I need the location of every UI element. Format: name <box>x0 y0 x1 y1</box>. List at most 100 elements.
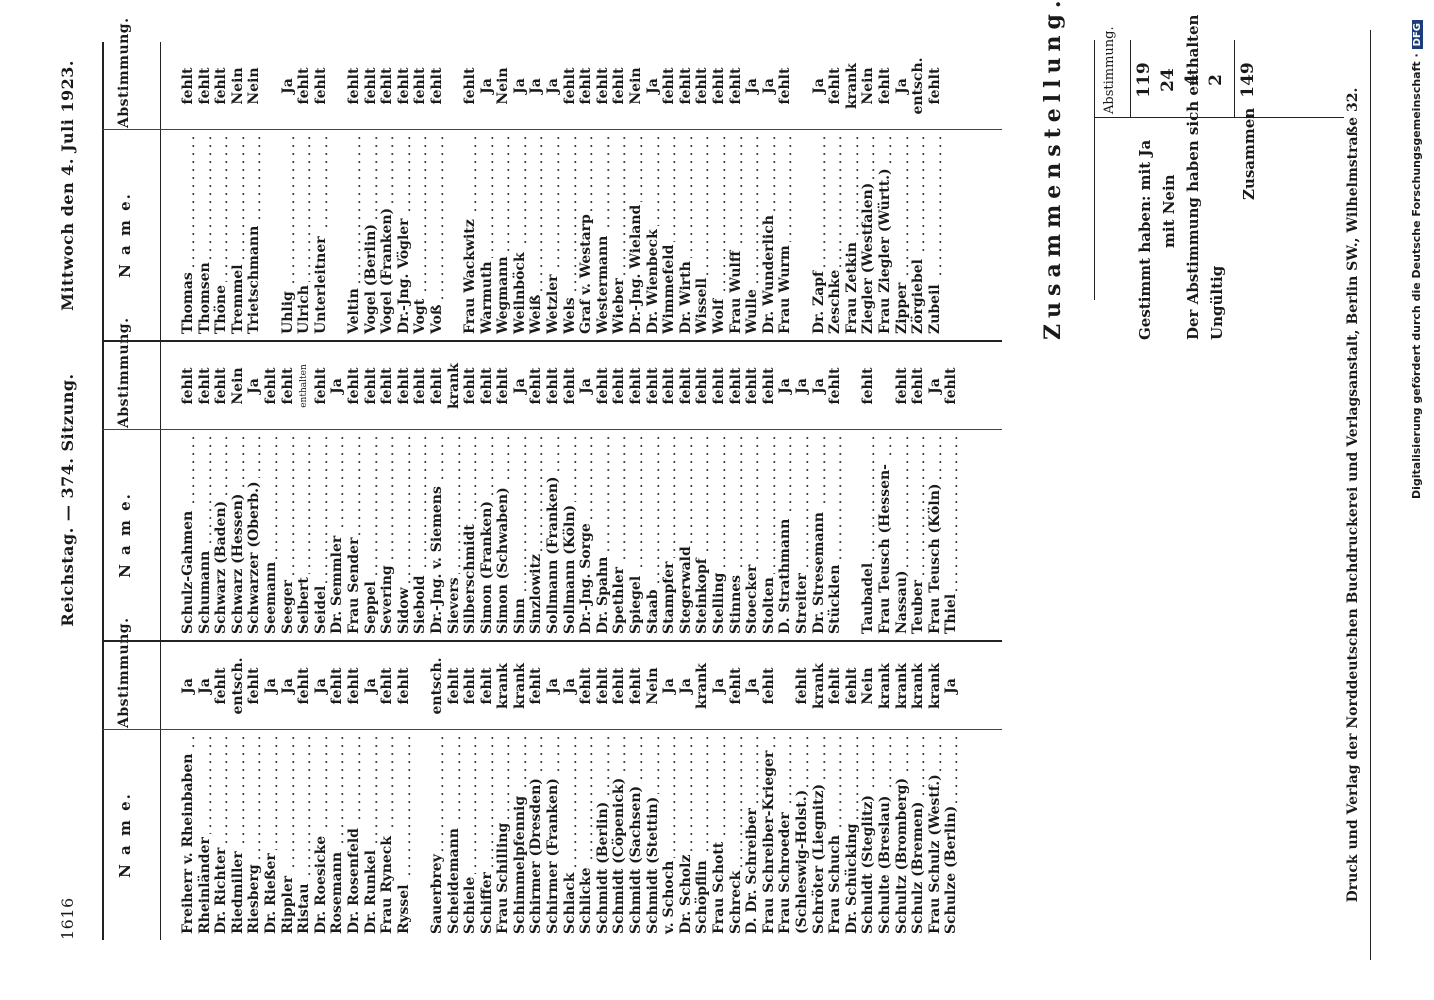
table-row: Frau Schroeder <box>777 644 794 934</box>
vote-value: krank <box>511 662 528 710</box>
vote-value: fehlt <box>412 367 429 405</box>
member-name: Wetzler <box>545 271 562 334</box>
vote-value: fehlt <box>528 367 545 405</box>
vote-value: fehlt <box>528 667 545 705</box>
table-row: Wieber fehlt <box>611 44 629 334</box>
summary-value-ja: 119 <box>1134 62 1154 98</box>
table-row: Weilnböck Ja <box>511 44 529 334</box>
vote-value: fehlt <box>312 67 329 105</box>
member-name: Schulz (Bremen) <box>910 798 927 934</box>
table-row: Stampfer fehlt <box>661 344 678 634</box>
member-name: Schwarzer (Oberb.) <box>246 478 263 634</box>
member-name: Vogt <box>412 295 429 334</box>
vote-value: Nein <box>860 667 877 705</box>
table-row: Wegmann Nein <box>495 44 512 334</box>
member-name: Stampfer <box>661 558 678 634</box>
member-name: Ristau <box>296 880 313 934</box>
table-row: Taubadel fehlt <box>860 344 877 634</box>
vote-value: Ja <box>677 678 694 694</box>
vote-value: fehlt <box>628 367 645 405</box>
vote-value: fehlt <box>578 67 595 105</box>
member-name: Stinnes <box>727 571 745 634</box>
member-name: Rosemann <box>329 848 346 934</box>
vote-value: fehlt <box>279 367 296 405</box>
member-name: Dr. Zapf <box>810 267 828 334</box>
member-name: Thöne <box>213 281 230 334</box>
summary-label-ungueltig: Ungültig <box>1208 265 1226 340</box>
vote-value: fehlt <box>345 667 362 705</box>
vote-value: Nein <box>860 67 877 105</box>
member-name: Stolten <box>760 574 778 634</box>
summary-value-enthalten: 4 <box>1182 74 1202 86</box>
table-row: Schreck fehlt <box>727 644 745 934</box>
member-name: Sinn <box>511 595 529 634</box>
vote-value: fehlt <box>296 67 313 105</box>
vote-value: fehlt <box>711 67 727 105</box>
member-name: Sievers <box>445 574 463 634</box>
table-row: Zubeil fehlt <box>926 44 944 334</box>
vote-value: Ja <box>362 678 379 694</box>
table-row: v. Schoch Ja <box>661 644 678 934</box>
vote-value: fehlt <box>744 367 761 405</box>
member-name: Westermann <box>594 232 612 334</box>
member-name: D. Strathmann <box>777 515 794 634</box>
table-row: Dr. Richter fehlt <box>213 644 230 934</box>
vote-value: fehlt <box>312 367 329 405</box>
member-name: Spethler <box>611 563 629 634</box>
table-row: Wimmefeld fehlt <box>661 44 678 334</box>
vote-value: Ja <box>711 678 727 694</box>
table-row: Tremmel Nein <box>229 44 247 334</box>
table-row: Schuldt (Steglitz) Nein <box>860 644 877 934</box>
vote-value: krank <box>893 662 910 710</box>
summary-total-rule <box>1234 40 1235 118</box>
vote-value: Ja <box>279 678 296 694</box>
vote-value: fehlt <box>777 67 794 105</box>
table-row: Stegerwald fehlt <box>677 344 695 634</box>
member-name: Frau Ziegler (Württ.) <box>876 165 894 334</box>
vote-value: Ja <box>644 78 661 94</box>
table-row: Schlack Ja <box>561 644 579 934</box>
vote-value: fehlt <box>661 67 678 105</box>
table-row: Riesberg fehlt <box>246 644 263 934</box>
table-row <box>794 44 811 334</box>
member-name: Riesberg <box>246 861 263 934</box>
vote-value: fehlt <box>478 367 495 405</box>
table-row: Schumann fehlt <box>196 344 214 634</box>
vote-value: Ja <box>744 78 761 94</box>
vote-value: entsch. <box>229 657 246 715</box>
table-row: Stoecker fehlt <box>744 344 761 634</box>
member-name: Dr. Semmler <box>329 532 346 634</box>
vote-value: fehlt <box>860 367 877 405</box>
member-name: Sinzlowitz <box>528 550 546 634</box>
table-row: Frau Ziegler (Württ.) fehlt <box>876 44 894 334</box>
table-row: Weiß Ja <box>528 44 546 334</box>
table-row: Thomas fehlt <box>180 44 197 334</box>
vote-value: krank <box>876 662 893 710</box>
printer-imprint: Druck und Verlag der Norddeutschen Buchd… <box>1345 87 1361 903</box>
vote-value: fehlt <box>677 67 694 105</box>
vote-value: krank <box>910 662 927 710</box>
member-name: Scheidemann <box>445 825 463 934</box>
table-row: Dr. Rosenfeld fehlt <box>345 644 363 934</box>
table-row: Warmuth Ja <box>478 44 496 334</box>
member-name: Warmuth <box>478 258 496 334</box>
table-row: Ziegler (Westfalen) Nein <box>860 44 877 334</box>
table-row: Dr. Stresemann Ja <box>810 344 828 634</box>
summary-label-ja: Gestimmt haben: mit Ja <box>1136 139 1154 340</box>
member-name: Schwarz (Baden) <box>213 497 230 634</box>
member-name: Frau Wackwitz <box>462 216 479 334</box>
member-name: Tremmel <box>229 261 247 334</box>
member-name: Wieber <box>611 275 629 334</box>
vote-value: fehlt <box>462 667 479 705</box>
table-row: Schwarz (Hessen) Nein <box>229 344 247 634</box>
member-name: Weiß <box>528 291 546 334</box>
member-name: Unterleitner <box>312 233 330 334</box>
table-row: Westermann fehlt <box>594 44 612 334</box>
vote-value: fehlt <box>727 667 744 705</box>
member-name: Schwarz (Hessen) <box>229 490 247 634</box>
vote-value: fehlt <box>727 367 744 405</box>
table-row: Wolf fehlt <box>711 44 728 334</box>
vote-value: Ja <box>312 678 329 694</box>
table-row: Schulte (Breslau) krank <box>876 644 894 934</box>
vote-value: fehlt <box>445 667 462 705</box>
